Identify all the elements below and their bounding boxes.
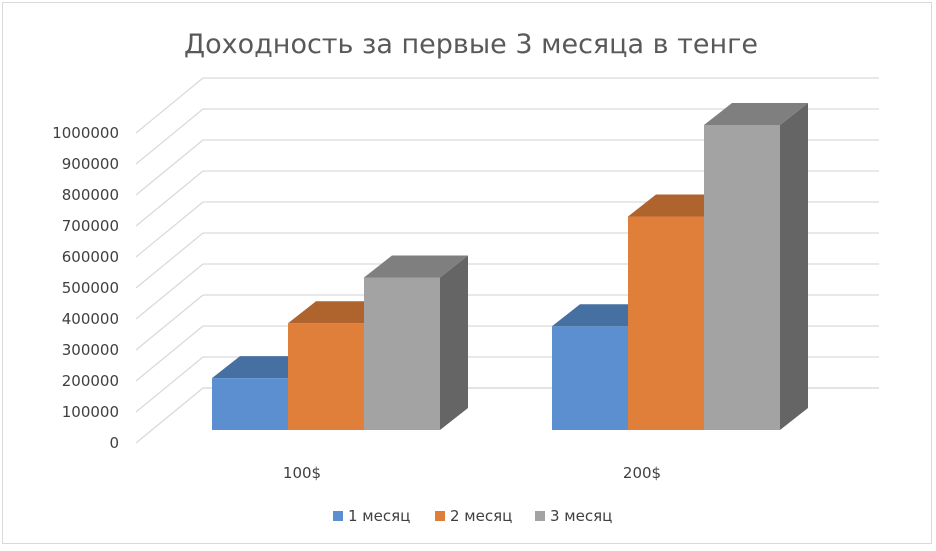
- legend-swatch: [435, 511, 445, 521]
- bar-2-3: [704, 103, 808, 430]
- bar-front: [552, 326, 628, 430]
- gridline-diagonal: [135, 232, 204, 289]
- bar-side: [780, 103, 808, 430]
- bar-front: [704, 125, 780, 430]
- legend-item: 1 месяц: [333, 507, 410, 525]
- x-category-label: 100$: [283, 464, 321, 482]
- legend-item: 3 месяц: [535, 507, 612, 525]
- chart-frame: Доходность за первые 3 месяца в тенге 0 1…: [2, 2, 932, 544]
- bar-top: [364, 255, 468, 278]
- y-tick-label: 200000: [62, 372, 119, 390]
- legend-label: 1 месяц: [348, 507, 410, 525]
- bar-1-3: [364, 255, 468, 430]
- gridline-diagonal: [135, 108, 204, 165]
- gridline-diagonal: [135, 139, 204, 196]
- legend-label: 2 месяц: [450, 507, 512, 525]
- y-tick-label: 800000: [62, 186, 119, 204]
- y-tick-label: 1000000: [52, 124, 119, 142]
- gridline-diagonal: [135, 356, 204, 413]
- gridline-diagonal: [135, 263, 204, 320]
- gridline-diagonal: [135, 77, 204, 134]
- x-category-label: 200$: [623, 464, 661, 482]
- bar-side: [440, 255, 468, 430]
- bar-front: [628, 216, 704, 430]
- y-tick-label: 0: [109, 434, 119, 452]
- legend-swatch: [333, 511, 343, 521]
- y-tick-label: 100000: [62, 403, 119, 421]
- y-tick-label: 400000: [62, 310, 119, 328]
- bar-front: [364, 277, 440, 430]
- gridline-diagonal: [135, 170, 204, 227]
- bar-front: [288, 323, 364, 430]
- bar-chart: Доходность за первые 3 месяца в тенге 0 1…: [52, 29, 879, 525]
- y-tick-label: 300000: [62, 341, 119, 359]
- chart-title: Доходность за первые 3 месяца в тенге: [184, 29, 758, 60]
- y-tick-label: 700000: [62, 217, 119, 235]
- bars: [212, 103, 808, 430]
- y-tick-label: 600000: [62, 248, 119, 266]
- legend: 1 месяц 2 месяц 3 месяц: [333, 507, 612, 525]
- legend-swatch: [535, 511, 545, 521]
- legend-item: 2 месяц: [435, 507, 512, 525]
- gridline-diagonal: [135, 294, 204, 351]
- y-tick-label: 900000: [62, 155, 119, 173]
- bar-top: [704, 103, 808, 125]
- gridline-diagonal: [135, 387, 204, 444]
- y-axis-ticks: 0 100000 200000 300000 400000 500000 600000 700…: [52, 124, 119, 452]
- y-tick-label: 500000: [62, 279, 119, 297]
- x-axis-categories: 100$ 200$: [283, 464, 661, 482]
- gridline-diagonal: [135, 201, 204, 258]
- bar-front: [212, 378, 288, 430]
- legend-label: 3 месяц: [550, 507, 612, 525]
- gridline-diagonal: [135, 325, 204, 382]
